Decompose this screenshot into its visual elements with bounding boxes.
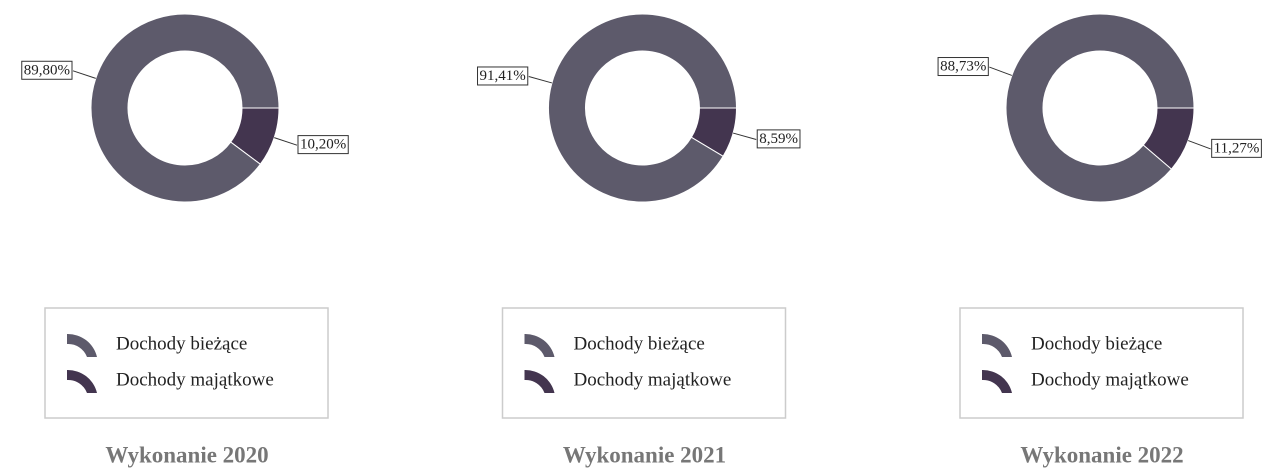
- leader-line: [732, 132, 757, 140]
- data-label: 91,41%: [480, 68, 526, 84]
- legend-icon: [524, 369, 555, 393]
- chart-title: Wykonanie 2021: [563, 442, 726, 467]
- donut-slice: [90, 13, 280, 203]
- legend-label: Dochody majątkowe: [116, 369, 274, 390]
- data-label-box: [21, 60, 73, 80]
- legend-label: Dochody bieżące: [116, 333, 247, 354]
- chart-title: Wykonanie 2022: [1020, 442, 1183, 467]
- leader-line: [528, 76, 553, 84]
- donut-slice: [548, 13, 738, 203]
- data-label: 8,59%: [759, 131, 798, 147]
- legend-label: Dochody bieżące: [1031, 333, 1162, 354]
- legend-box: [44, 307, 329, 419]
- legend-icon: [524, 333, 555, 357]
- data-label: 11,27%: [1214, 140, 1260, 156]
- data-label: 89,80%: [24, 62, 70, 78]
- data-label-group: 10,20%: [297, 135, 349, 155]
- legend-label: Dochody majątkowe: [1031, 369, 1189, 390]
- data-label-group: 8,59%: [756, 129, 801, 149]
- data-label-box: [297, 135, 349, 155]
- data-label-box: [1211, 138, 1262, 158]
- legend-icon: [67, 333, 97, 357]
- data-label-group: 88,73%: [937, 57, 989, 77]
- chart-title: Wykonanie 2020: [105, 442, 268, 467]
- data-label-box: [477, 66, 529, 86]
- legend-box: [959, 307, 1244, 419]
- data-label-group: 91,41%: [477, 66, 529, 86]
- legend-icon: [982, 333, 1012, 357]
- leader-line: [1187, 140, 1211, 150]
- data-label-group: 89,80%: [21, 60, 73, 80]
- donut-slice: [1005, 13, 1195, 203]
- leader-line: [72, 70, 96, 79]
- leader-line: [274, 137, 298, 146]
- data-label-group: 11,27%: [1211, 138, 1262, 158]
- data-label-box: [756, 129, 801, 149]
- data-label: 10,20%: [300, 137, 346, 153]
- legend-icon: [982, 369, 1012, 393]
- legend-label: Dochody majątkowe: [574, 369, 732, 390]
- leader-line: [989, 66, 1013, 76]
- legend-icon: [67, 369, 97, 393]
- data-label: 88,73%: [940, 59, 986, 75]
- legend-label: Dochody bieżące: [574, 333, 705, 354]
- data-label-box: [937, 57, 989, 77]
- legend-box: [501, 307, 787, 419]
